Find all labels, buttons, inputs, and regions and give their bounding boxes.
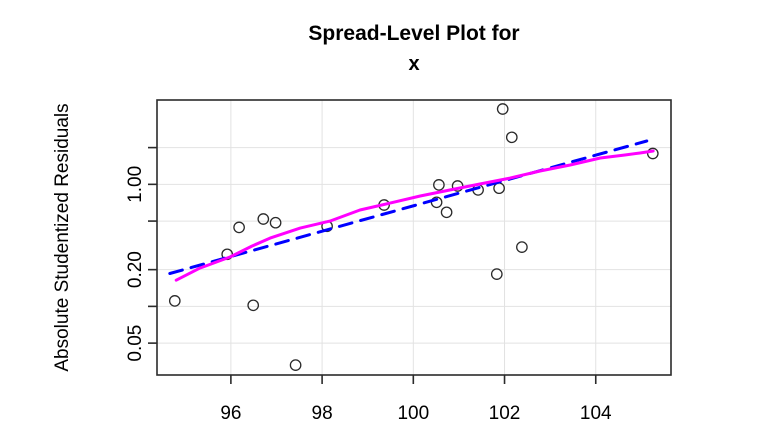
data-point <box>440 206 453 219</box>
data-point <box>516 241 528 253</box>
grid-layer <box>157 100 671 375</box>
y-tick-label: 0.20 <box>125 251 146 288</box>
y-tick-label: 0.05 <box>125 325 146 362</box>
lowess-smooth-line <box>174 149 655 282</box>
data-point <box>490 268 503 280</box>
linear-fit-line <box>168 139 649 275</box>
x-tick-label: 98 <box>312 403 333 424</box>
x-tick-label: 104 <box>580 403 612 424</box>
data-point <box>496 103 509 115</box>
chart-subtitle: x <box>408 53 419 75</box>
x-tick-label: 102 <box>489 403 521 424</box>
data-point <box>289 359 302 371</box>
x-tick-label: 96 <box>220 403 241 424</box>
chart-title: Spread-Level Plot for <box>308 22 519 45</box>
data-point <box>646 147 659 160</box>
line-layer <box>168 139 655 282</box>
tick-layer: 96 98 100 102 104 1.00 0.20 0.05 <box>125 146 612 424</box>
y-tick-label: 1.00 <box>125 166 146 203</box>
data-point <box>233 221 245 234</box>
data-point <box>247 299 260 312</box>
y-axis-label: Absolute Studentized Residuals <box>52 103 73 371</box>
data-point <box>257 213 270 225</box>
data-point <box>168 295 181 307</box>
plot-box <box>156 99 672 376</box>
data-point <box>269 216 282 229</box>
data-point <box>433 179 445 191</box>
x-tick-label: 100 <box>397 403 429 424</box>
data-point <box>505 131 518 144</box>
